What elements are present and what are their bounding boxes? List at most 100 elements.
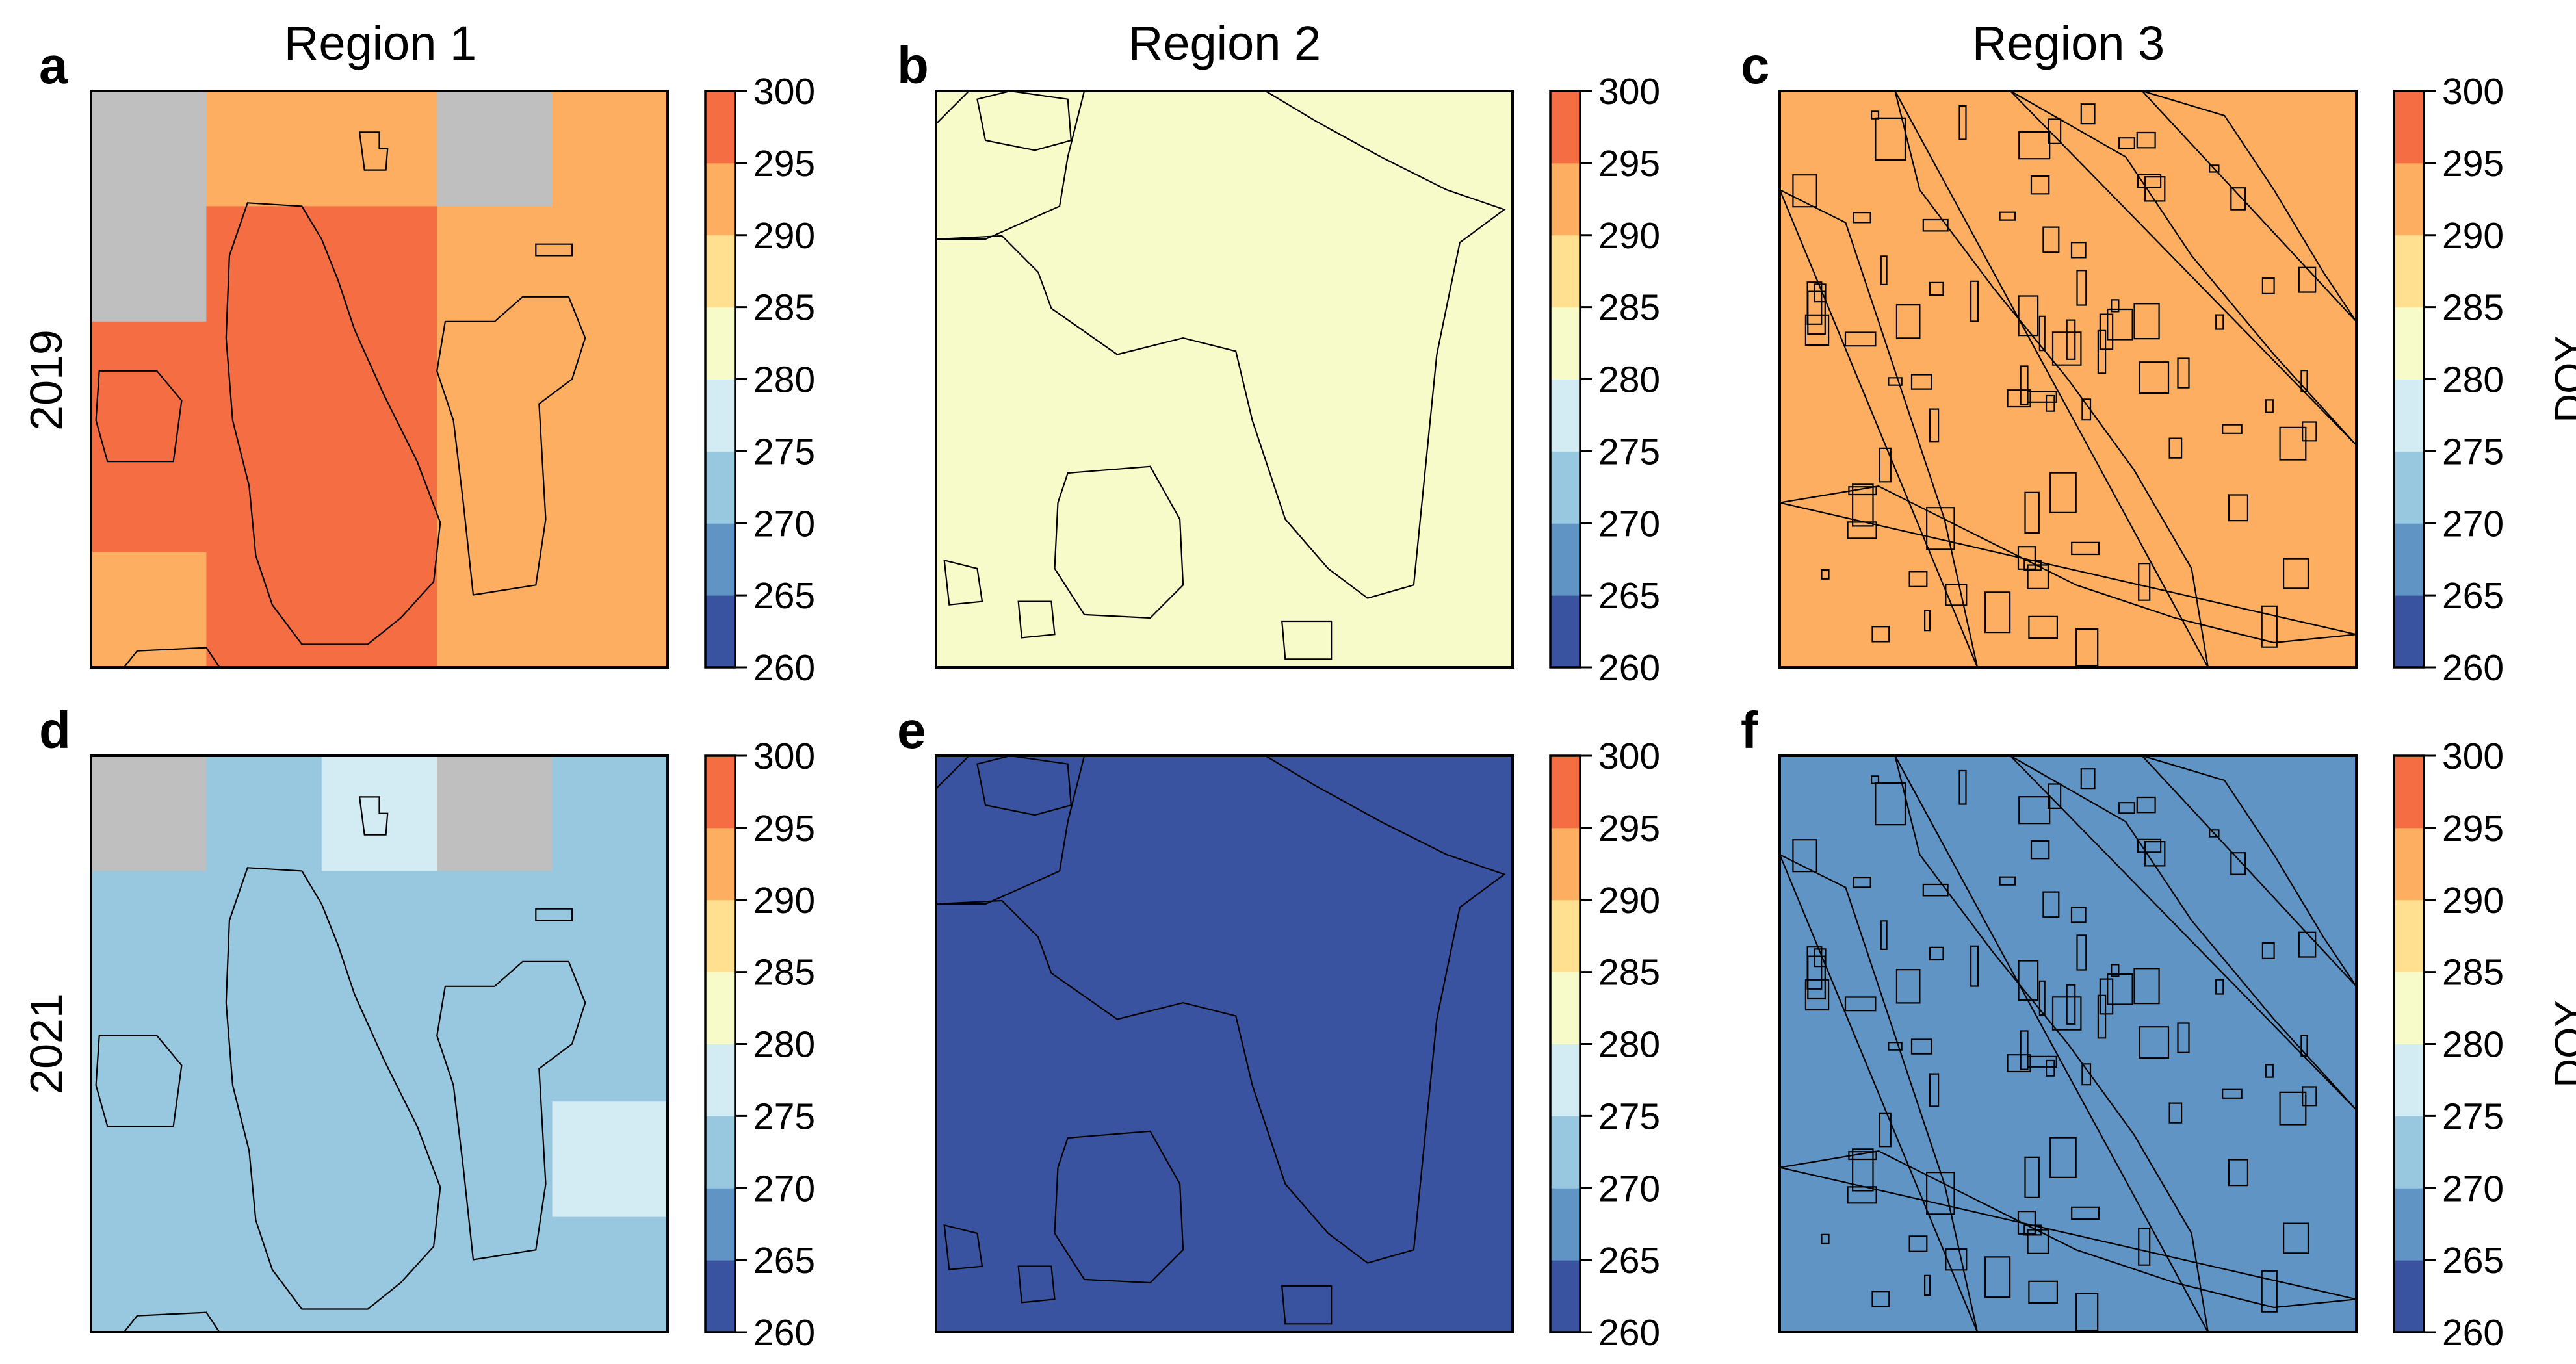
colorbar-tick-label: 280 bbox=[2442, 1024, 2504, 1066]
panel-frame bbox=[90, 90, 669, 669]
field-contour bbox=[1792, 174, 1817, 208]
heatmap-cell bbox=[206, 756, 322, 871]
field-contour bbox=[95, 1035, 183, 1127]
colorbar-tick-label: 290 bbox=[1598, 880, 1660, 921]
field-contour bbox=[2261, 1270, 2278, 1313]
field-contour bbox=[1929, 1073, 1940, 1107]
field-contour bbox=[1945, 584, 1968, 606]
colorbar-tick-label: 300 bbox=[1598, 71, 1660, 112]
colorbar: 260 265 270 275 280 285 290 295 300 bbox=[704, 71, 815, 689]
field-contour bbox=[2049, 472, 2077, 513]
field-contour bbox=[2030, 175, 2050, 195]
field-contour bbox=[2051, 331, 2082, 366]
colorbar-tick-label: 295 bbox=[1598, 808, 1660, 849]
colorbar-tick-label: 270 bbox=[1598, 1168, 1660, 1209]
colorbar-tick-label: 295 bbox=[2442, 143, 2504, 185]
colorbar-tick-label: 295 bbox=[753, 143, 815, 185]
colorbar-bin bbox=[1550, 1260, 1580, 1333]
field-contour bbox=[1894, 755, 2209, 1333]
colorbar-bin bbox=[2394, 1260, 2424, 1333]
field-contour bbox=[2283, 558, 2309, 589]
colorbar-tick-label: 285 bbox=[1598, 952, 1660, 994]
field-contour bbox=[1281, 1285, 1333, 1325]
heatmap-cell bbox=[321, 1216, 437, 1333]
heatmap-cell bbox=[206, 1101, 322, 1218]
field-contour bbox=[2300, 1035, 2308, 1057]
heatmap-cell bbox=[437, 1101, 553, 1218]
colorbar-tick-label: 275 bbox=[1598, 431, 1660, 472]
colorbar-tick-label: 290 bbox=[2442, 880, 2504, 921]
heatmap-cell bbox=[91, 986, 207, 1102]
field-contour bbox=[2230, 187, 2246, 211]
field-contour bbox=[2133, 968, 2160, 1005]
heatmap-cell bbox=[206, 552, 322, 668]
colorbar-bin bbox=[1550, 307, 1580, 380]
field-contour bbox=[1924, 1274, 1931, 1296]
heatmap-cell bbox=[206, 986, 322, 1102]
field-contour bbox=[2107, 973, 2133, 1005]
field-contour bbox=[2298, 931, 2317, 958]
field-contour bbox=[2051, 996, 2082, 1031]
heatmap-cell bbox=[552, 756, 668, 871]
panel-frame bbox=[1778, 90, 2358, 669]
colorbar-bin bbox=[705, 827, 735, 901]
colorbar-tick-label: 285 bbox=[753, 287, 815, 329]
field-contour bbox=[2075, 1293, 2099, 1332]
field-contour bbox=[1895, 969, 1921, 1004]
field-contour bbox=[2030, 840, 2050, 860]
heatmap-cell bbox=[206, 321, 322, 437]
field-contour bbox=[2023, 1224, 2042, 1236]
field-contour bbox=[2028, 615, 2058, 639]
colorbar-tick-label: 300 bbox=[1598, 736, 1660, 777]
field-contour bbox=[1910, 1038, 1932, 1055]
field-contour bbox=[2136, 131, 2156, 149]
field-contour bbox=[1844, 996, 1877, 1012]
field-contour bbox=[2139, 361, 2170, 394]
field-contour bbox=[358, 131, 389, 171]
field-contour bbox=[2298, 266, 2317, 293]
colorbar-bin bbox=[2394, 307, 2424, 380]
heatmap-cell bbox=[552, 437, 668, 553]
panel-f: f bbox=[1741, 701, 2358, 1333]
row-label-2019: 2019 bbox=[21, 329, 72, 431]
colorbar-tick-label: 270 bbox=[2442, 1168, 2504, 1209]
colorbar-tick-label: 270 bbox=[1598, 503, 1660, 545]
colorbar-tick-label: 260 bbox=[1598, 1312, 1660, 1354]
field-contour bbox=[2111, 964, 2120, 977]
colorbar-bin bbox=[705, 162, 735, 236]
field-contour bbox=[1779, 485, 2357, 644]
field-contour bbox=[1880, 255, 1888, 285]
heatmap-cell bbox=[321, 1101, 437, 1218]
field-contour bbox=[2066, 319, 2076, 360]
field-contour bbox=[1871, 626, 1890, 643]
field-contour bbox=[1847, 521, 1877, 539]
colorbar-tick-label: 275 bbox=[1598, 1096, 1660, 1137]
colorbar-bin bbox=[2394, 1188, 2424, 1261]
colorbar: 260 265 270 275 280 285 290 295 300 bbox=[704, 736, 815, 1354]
field-contour bbox=[1875, 782, 1906, 826]
field-contour bbox=[935, 755, 970, 790]
colorbar-bin bbox=[2394, 523, 2424, 596]
field-contour bbox=[2222, 424, 2243, 434]
colorbar-tick-label: 280 bbox=[2442, 359, 2504, 401]
colorbar: 260 265 270 275 280 285 290 295 300 DOY bbox=[2393, 736, 2576, 1354]
colorbar-bin bbox=[1550, 379, 1580, 452]
colorbar-bin bbox=[1550, 899, 1580, 973]
colorbar-bin bbox=[2394, 162, 2424, 236]
heatmap-cell bbox=[437, 91, 553, 207]
colorbar-bin bbox=[1550, 235, 1580, 308]
panel-frame bbox=[1778, 754, 2358, 1333]
field-contour bbox=[2279, 426, 2307, 461]
heatmap-cell bbox=[321, 437, 437, 553]
field-contour bbox=[2020, 1030, 2029, 1070]
field-contour bbox=[1792, 839, 1817, 873]
colorbar-tick-label: 295 bbox=[753, 808, 815, 849]
field-contour bbox=[1984, 591, 2011, 634]
panel-label-f: f bbox=[1741, 701, 1758, 759]
field-contour bbox=[2076, 934, 2087, 971]
field-contour bbox=[2048, 118, 2062, 144]
field-contour bbox=[1875, 117, 1906, 161]
column-title-region-2: Region 2 bbox=[1128, 16, 1321, 70]
column-title-region-1: Region 1 bbox=[284, 16, 476, 70]
panel-label-e: e bbox=[897, 701, 926, 759]
